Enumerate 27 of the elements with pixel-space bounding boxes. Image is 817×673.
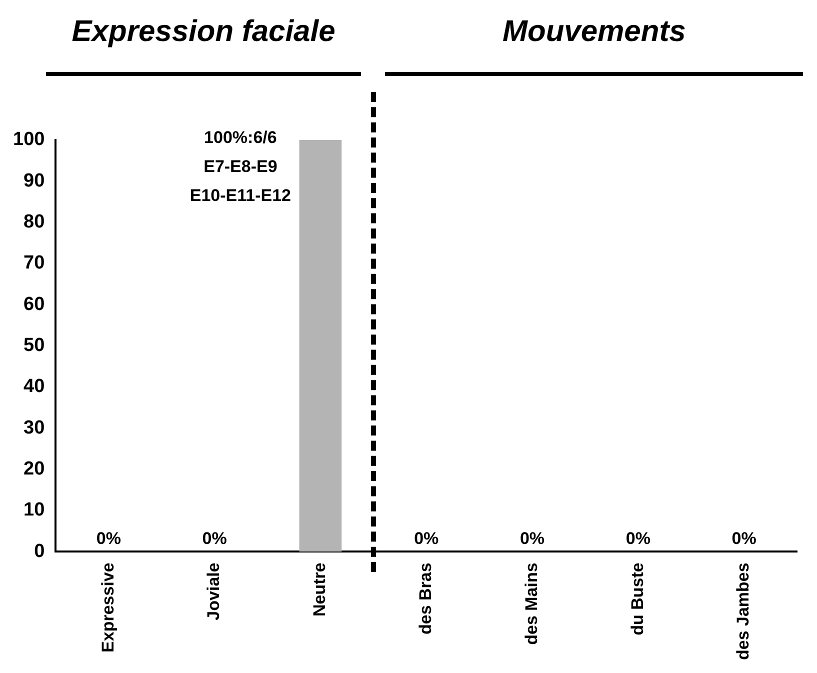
x-tick-label: des Mains	[522, 562, 541, 645]
text: Mouvements	[502, 15, 687, 49]
x-tick-label: des Jambes	[734, 562, 753, 660]
y-tick-label: 20	[24, 458, 45, 480]
y-tick-label: 30	[24, 417, 45, 438]
y-tick-label: 0	[34, 540, 45, 562]
data-label: 0%	[520, 528, 545, 548]
x-tick-label: Neutre	[310, 562, 330, 617]
y-tick-label: 60	[24, 294, 45, 315]
y-tick-label: 70	[24, 252, 45, 274]
data-label: 0%	[202, 528, 227, 548]
y-tick-label: 40	[24, 376, 45, 398]
y-tick-label: 100	[13, 129, 45, 150]
data-label: 0%	[96, 528, 121, 548]
data-label: 0%	[732, 528, 756, 548]
y-tick-label: 90	[24, 170, 45, 192]
y-tick-label: 50	[24, 335, 45, 356]
x-tick-label: Expressive	[98, 562, 118, 652]
annotation: 100%:6/6 E7-E8-E9 E10-E11-E12	[190, 128, 292, 206]
x-tick-label: du Buste	[628, 562, 647, 636]
text: Expression faciale	[70, 15, 336, 49]
x-tick-label: Joviale	[204, 562, 224, 620]
data-label: 0%	[414, 528, 439, 548]
data-label: 0%	[626, 528, 650, 548]
y-tick-label: 10	[24, 500, 45, 521]
x-tick-label: des Bras	[416, 562, 436, 634]
y-tick-label: 80	[24, 212, 45, 233]
